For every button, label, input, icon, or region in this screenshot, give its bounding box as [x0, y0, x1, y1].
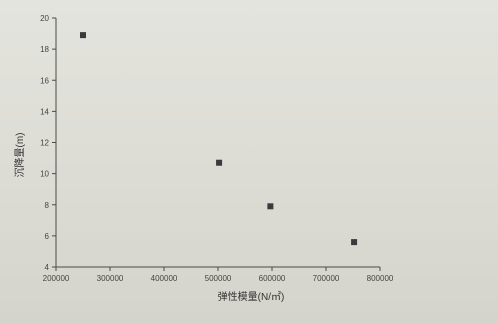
x-ticks: 200000 300000 400000 500000 600000 700000 8000… — [43, 267, 394, 283]
x-tick-label: 700000 — [313, 274, 340, 283]
data-point — [80, 32, 86, 39]
y-tick-label: 18 — [40, 45, 49, 54]
y-tick-label: 14 — [40, 107, 49, 116]
y-tick-label: 4 — [45, 263, 50, 272]
x-tick-label: 800000 — [367, 274, 394, 283]
x-tick-label: 400000 — [151, 274, 178, 283]
y-ticks: 4 6 8 10 12 14 16 18 20 — [40, 14, 56, 272]
x-tick-label: 200000 — [43, 274, 70, 283]
x-tick-label: 500000 — [205, 274, 232, 283]
data-point — [267, 203, 274, 210]
y-tick-label: 8 — [45, 201, 50, 210]
y-tick-label: 20 — [40, 14, 49, 23]
x-tick-label: 300000 — [97, 274, 124, 283]
y-tick-label: 12 — [40, 139, 49, 148]
x-axis-label: 弹性模量(N/㎡) — [218, 290, 285, 303]
y-tick-label: 16 — [40, 76, 49, 85]
data-points — [80, 32, 358, 246]
data-point — [216, 159, 223, 166]
y-tick-label: 10 — [40, 170, 49, 179]
y-axis-label: 沉降量(m) — [13, 133, 26, 178]
data-point — [351, 239, 358, 246]
y-tick-label: 6 — [45, 232, 50, 241]
x-tick-label: 600000 — [259, 274, 286, 283]
axes — [55, 18, 380, 268]
